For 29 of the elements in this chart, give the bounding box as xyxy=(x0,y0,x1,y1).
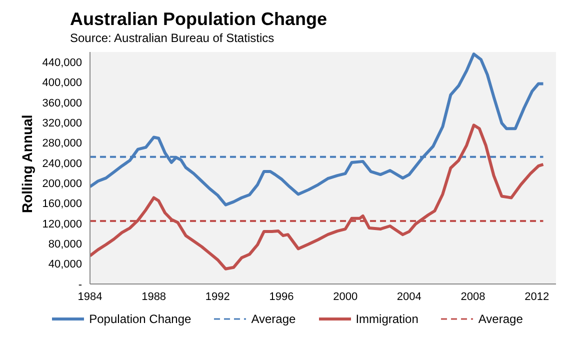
x-tick-label: 1988 xyxy=(142,290,166,303)
y-tick-label: 440,000 xyxy=(42,56,82,69)
legend-label: Population Change xyxy=(89,312,192,326)
y-tick-label: 120,000 xyxy=(42,218,82,230)
x-tick-label: 2012 xyxy=(524,290,550,303)
legend-label: Immigration xyxy=(356,312,418,326)
y-tick-label: 40,000 xyxy=(48,258,82,271)
x-tick-label: 1992 xyxy=(205,290,230,303)
y-tick-label: 200,000 xyxy=(42,178,82,190)
y-axis-title: Rolling Annual xyxy=(18,114,35,213)
y-tick-label: 360,000 xyxy=(42,97,82,110)
chart-subtitle: Source: Australian Bureau of Statistics xyxy=(70,30,276,46)
y-tick-label: 160,000 xyxy=(42,198,82,210)
line-series xyxy=(90,52,545,206)
y-tick-label: 240,000 xyxy=(42,158,82,170)
x-tick-label: 2004 xyxy=(396,290,422,303)
legend-label: Average xyxy=(251,312,296,326)
chart-title: Australian Population Change xyxy=(70,8,328,30)
line-series xyxy=(90,124,545,270)
y-tick-label: 400,000 xyxy=(42,77,82,90)
x-tick-label: 1996 xyxy=(269,290,294,303)
y-tick-label: 280,000 xyxy=(42,138,82,150)
x-tick-label: 2008 xyxy=(460,290,486,303)
x-tick-label: 2000 xyxy=(333,290,358,303)
y-tick-label: 80,000 xyxy=(48,238,82,251)
y-tick-label: 320,000 xyxy=(42,118,82,130)
x-tick-label: 1984 xyxy=(78,290,102,303)
legend-label: Average xyxy=(478,312,523,326)
y-tick-label: - xyxy=(78,278,82,291)
